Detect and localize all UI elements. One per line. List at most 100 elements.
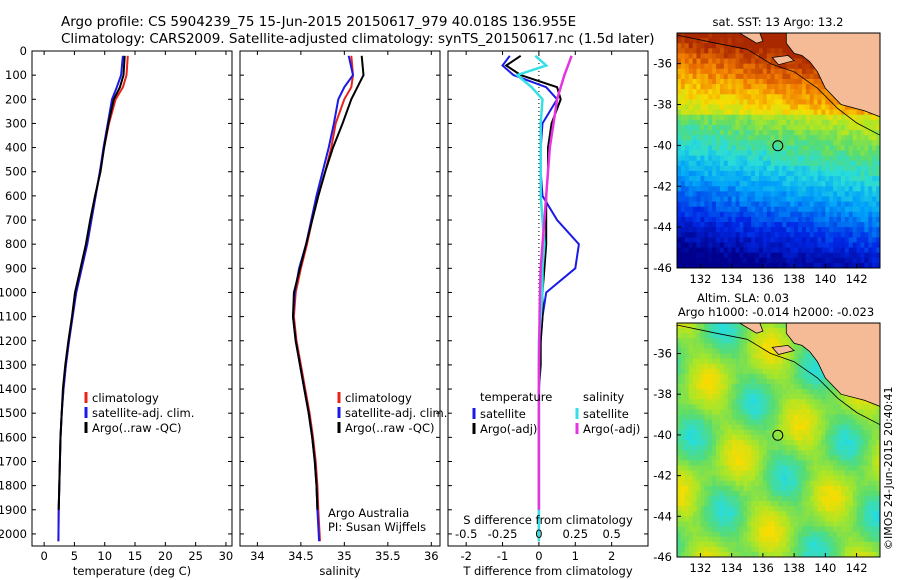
heatmap-cell (751, 389, 756, 395)
heatmap-cell (833, 211, 838, 218)
heatmap-cell (809, 73, 815, 80)
heatmap-cell (735, 353, 740, 360)
heatmap-cell (794, 53, 799, 59)
heatmap-cell (813, 227, 818, 233)
heatmap-cell (837, 536, 842, 543)
heatmap-cell (774, 409, 779, 415)
heatmap-cell (829, 414, 834, 421)
heatmap-cell (762, 109, 768, 116)
heatmap-cell (723, 429, 729, 436)
heatmap-cell (801, 348, 807, 354)
heatmap-cell (876, 450, 881, 456)
heatmap-cell (856, 206, 861, 213)
heatmap-cell (770, 358, 775, 365)
heatmap-cell (774, 434, 779, 441)
heatmap-cell (716, 399, 721, 405)
heatmap-cell (692, 109, 697, 116)
heatmap-cell (848, 541, 854, 548)
heatmap-cell (700, 470, 705, 477)
heatmap-cell (860, 465, 865, 471)
heatmap-cell (786, 399, 791, 405)
heatmap-cell (747, 399, 752, 405)
heatmap-cell (716, 455, 721, 461)
heatmap-cell (723, 485, 729, 492)
heatmap-cell (837, 135, 842, 141)
heatmap-cell (743, 419, 748, 426)
heatmap-cell (790, 216, 795, 223)
heatmap-cell (813, 445, 818, 451)
heatmap-cell (809, 373, 815, 380)
heatmap-cell (778, 506, 783, 512)
heatmap-cell (692, 140, 697, 146)
heatmap-cell (872, 262, 877, 269)
heatmap-cell (770, 252, 775, 259)
heatmap-cell (762, 429, 768, 436)
heatmap-cell (696, 333, 701, 339)
heatmap-cell (790, 445, 795, 451)
heatmap-cell (739, 363, 744, 370)
heatmap-cell (821, 176, 826, 182)
s-tick-label: 0.5 (602, 527, 620, 541)
heatmap-cell (868, 409, 873, 415)
heatmap-cell (755, 160, 760, 167)
heatmap-cell (688, 104, 694, 111)
heatmap-cell (856, 232, 861, 238)
heatmap-cell (782, 546, 787, 553)
heatmap-cell (860, 516, 865, 522)
heatmap-cell (743, 343, 748, 349)
heatmap-cell (860, 501, 865, 507)
heatmap-cell (731, 475, 736, 482)
heatmap-cell (727, 480, 733, 487)
heatmap-cell (708, 368, 713, 375)
heatmap-cell (794, 73, 799, 80)
heatmap-cell (817, 526, 822, 532)
heatmap-cell (747, 48, 752, 54)
heatmap-cell (762, 409, 768, 415)
heatmap-cell (766, 145, 772, 151)
heatmap-cell (805, 114, 811, 121)
heatmap-cell (829, 384, 834, 390)
heatmap-cell (786, 94, 791, 100)
heatmap-cell (825, 541, 830, 548)
heatmap-cell (696, 89, 701, 95)
heatmap-cell (758, 378, 764, 385)
heatmap-cell (692, 384, 697, 390)
heatmap-cell (790, 155, 795, 162)
heatmap-cell (813, 394, 818, 400)
heatmap-cell (712, 424, 717, 431)
heatmap-cell (762, 150, 768, 157)
heatmap-cell (805, 394, 811, 400)
heatmap-cell (809, 440, 815, 446)
heatmap-cell (833, 531, 838, 538)
heatmap-cell (743, 38, 748, 44)
heatmap-cell (766, 114, 772, 121)
heatmap-cell (677, 63, 682, 70)
heatmap-cell (872, 206, 877, 213)
heatmap-cell (766, 495, 772, 502)
heatmap-cell (755, 53, 760, 59)
heatmap-cell (821, 232, 826, 238)
heatmap-cell (743, 43, 748, 49)
heatmap-cell (723, 176, 729, 182)
heatmap-cell (684, 262, 690, 269)
heatmap-cell (801, 140, 807, 146)
heatmap-cell (751, 506, 756, 512)
heatmap-cell (739, 89, 744, 95)
heatmap-cell (774, 465, 779, 471)
heatmap-cell (743, 404, 748, 410)
heatmap-cell (739, 68, 744, 75)
heatmap-cell (688, 521, 694, 527)
heatmap-cell (872, 445, 877, 451)
heatmap-cell (755, 165, 760, 172)
heatmap-cell (801, 206, 807, 213)
heatmap-cell (727, 409, 733, 415)
heatmap-cell (708, 242, 713, 248)
heatmap-cell (856, 445, 861, 451)
heatmap-cell (755, 358, 760, 365)
heatmap-cell (770, 33, 775, 39)
heatmap-cell (790, 378, 795, 385)
heatmap-cell (852, 124, 857, 131)
heatmap-cell (762, 176, 768, 182)
heatmap-cell (821, 521, 826, 527)
heatmap-cell (712, 409, 717, 415)
